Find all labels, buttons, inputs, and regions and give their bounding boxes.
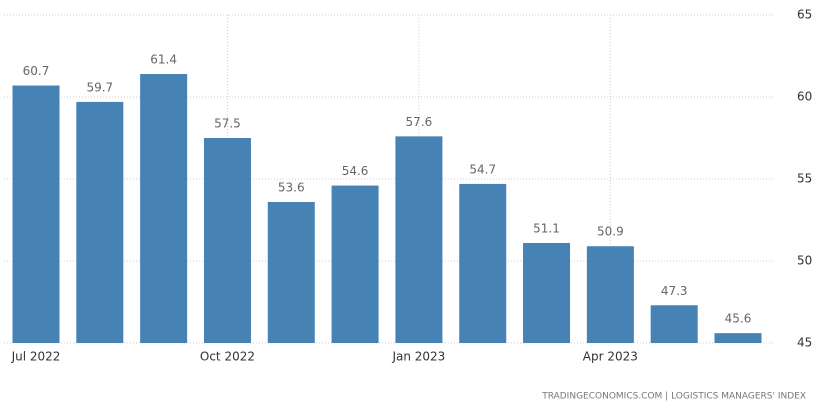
bar: [203, 138, 251, 343]
bar: [267, 201, 315, 343]
value-label: 47.3: [661, 284, 688, 298]
x-tick-label: Jul 2022: [11, 350, 61, 364]
y-tick-label: 60: [797, 90, 812, 104]
y-tick-label: 45: [797, 336, 812, 350]
value-label: 54.6: [342, 164, 369, 178]
bar: [650, 305, 698, 343]
value-label: 59.7: [86, 80, 113, 94]
value-label: 45.6: [725, 312, 752, 326]
value-label: 57.5: [214, 117, 241, 131]
y-tick-label: 55: [797, 172, 812, 186]
x-tick-label: Apr 2023: [583, 350, 638, 364]
bar: [395, 136, 443, 343]
y-tick-label: 50: [797, 254, 812, 268]
x-tick-label: Oct 2022: [200, 350, 255, 364]
bar: [12, 85, 60, 344]
source: TRADINGECONOMICS.COM | LOGISTICS MANAGER…: [541, 392, 806, 402]
y-tick-label: 65: [797, 8, 812, 22]
bar: [140, 74, 188, 343]
value-label: 54.7: [469, 162, 496, 176]
bar: [714, 333, 762, 343]
value-label: 61.4: [150, 53, 177, 67]
bar: [331, 185, 379, 343]
x-tick-label: Jan 2023: [391, 350, 445, 364]
value-label: 51.1: [533, 221, 560, 235]
bar: [459, 183, 507, 343]
value-label: 57.6: [406, 115, 433, 129]
bar: [523, 242, 571, 343]
bar: [76, 101, 124, 343]
value-label: 60.7: [23, 64, 50, 78]
value-label: 50.9: [597, 225, 624, 239]
bar: [586, 246, 634, 343]
value-label: 53.6: [278, 180, 305, 194]
